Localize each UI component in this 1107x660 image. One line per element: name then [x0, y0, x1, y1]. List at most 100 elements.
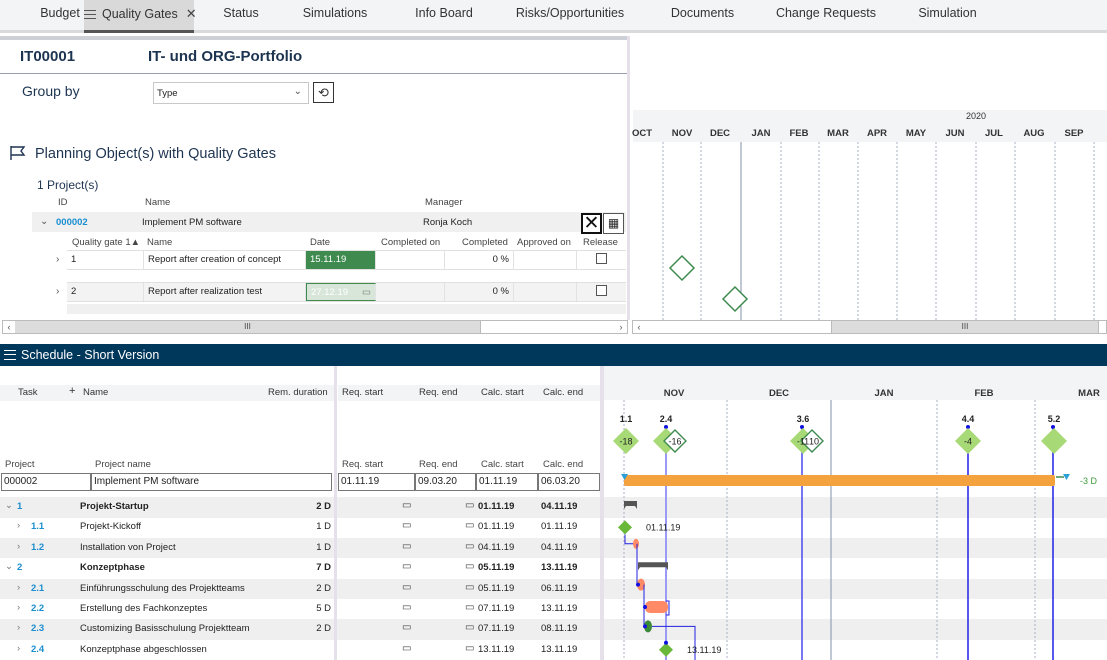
task-id-link[interactable]: 1 — [17, 501, 23, 512]
expand-chevron-icon[interactable]: › — [56, 254, 60, 265]
horizontal-scrollbar-right[interactable]: ‹ III — [632, 320, 1107, 334]
task-row[interactable]: › 1.2 Installation von Project 1 D ▭ ▭ 04.11.1… — [0, 537, 1107, 559]
project-id-field[interactable]: 000002 — [1, 473, 91, 491]
collapse-chevron-icon[interactable]: ⌄ — [5, 500, 13, 511]
gantt-divider[interactable] — [600, 366, 604, 660]
calendar-icon[interactable]: ▭ — [465, 500, 475, 511]
add-column-button[interactable]: + — [69, 385, 76, 397]
project-name-field[interactable]: Implement PM software — [91, 473, 332, 491]
group-by-select[interactable]: Type ⌄ — [153, 82, 309, 104]
task-id-link[interactable]: 2 — [17, 562, 23, 574]
calendar-icon[interactable]: ▭ — [465, 520, 475, 532]
calendar-icon[interactable]: ▭ — [465, 581, 475, 593]
tab-documents[interactable]: Documents — [660, 0, 745, 30]
expand-chevron-icon[interactable]: › — [17, 540, 21, 552]
qg-date-input[interactable]: 15.11.19 — [306, 251, 376, 269]
task-row[interactable]: › 1.1 Projekt-Kickoff 1 D ▭ ▭ 01.11.19 01.11.19 — [0, 517, 1107, 538]
grid-footer — [67, 304, 626, 314]
expand-chevron-icon[interactable]: › — [17, 642, 21, 654]
calendar-icon[interactable]: ▭ — [465, 642, 475, 654]
release-checkbox[interactable] — [596, 253, 607, 264]
task-row[interactable]: ⌄ 2 Konzeptphase 7 D ▭ ▭ 05.11.19 13.11.19 — [0, 558, 1107, 579]
scroll-thumb[interactable]: III — [15, 321, 481, 333]
close-icon[interactable]: ✕ — [185, 6, 197, 21]
release-checkbox[interactable] — [596, 285, 607, 296]
task-id-link[interactable]: 1.1 — [31, 521, 45, 533]
expand-chevron-icon[interactable]: › — [17, 602, 21, 613]
qg-release-cell — [577, 283, 626, 301]
tab-budget[interactable]: Budget — [20, 0, 100, 30]
req-start-field[interactable]: 01.11.19 — [338, 473, 415, 491]
qg-date-input[interactable]: 27.12.19 ▭ — [306, 283, 376, 301]
tab-quality-gates[interactable]: Quality Gates ✕ — [84, 0, 197, 33]
menu-icon[interactable] — [4, 350, 16, 360]
calendar-icon[interactable]: ▭ — [402, 500, 412, 511]
milestone-value: -4 — [964, 437, 972, 447]
tab-info-board[interactable]: Info Board — [400, 0, 488, 30]
qg-col-gate[interactable]: Quality gate 1▲ — [72, 237, 141, 248]
menu-icon[interactable] — [84, 10, 96, 19]
col-req-start: Req. start — [342, 459, 384, 470]
req-end-field[interactable]: 09.03.20 — [415, 473, 476, 491]
scroll-thumb[interactable]: III — [831, 321, 1099, 333]
col-task: Task — [18, 387, 38, 398]
task-row[interactable]: › 2.2 Erstellung des Fachkonzeptes 5 D ▭ ▭ 07.… — [0, 599, 1107, 620]
horizontal-scrollbar-left[interactable]: ‹ III › — [2, 320, 628, 334]
flag-icon — [10, 146, 26, 160]
task-row[interactable]: ⌄ 1 Projekt-Startup 2 D ▭ ▭ 01.11.19 04.11.19 — [0, 497, 1107, 518]
expand-chevron-icon[interactable]: › — [17, 520, 21, 532]
column-divider[interactable] — [334, 366, 337, 660]
calendar-button[interactable]: ▦ — [603, 213, 624, 234]
calendar-icon[interactable]: ▭ — [402, 602, 412, 613]
expand-chevron-icon[interactable]: › — [56, 286, 60, 297]
task-id-link[interactable]: 2.4 — [31, 643, 45, 655]
calendar-icon[interactable]: ▭ — [402, 581, 412, 593]
quality-gate-row[interactable]: 1 Report after creation of concept 15.11… — [67, 250, 626, 270]
task-id-link[interactable]: 2.3 — [31, 623, 45, 635]
project-id-link[interactable]: 000002 — [56, 217, 88, 228]
calendar-icon[interactable]: ▭ — [402, 561, 412, 573]
calc-end-field[interactable]: 06.03.20 — [538, 473, 600, 491]
tab-risks-opportunities[interactable]: Risks/Opportunities — [505, 0, 635, 30]
task-id-link[interactable]: 2.1 — [31, 582, 45, 594]
qg-col-completed: Completed — [462, 237, 508, 248]
scroll-right-icon[interactable]: › — [619, 322, 623, 332]
milestone-diamond — [659, 642, 673, 657]
quality-gate-row[interactable]: 2 Report after realization test 27.12.19… — [67, 282, 626, 302]
calendar-icon[interactable]: ▭ — [465, 561, 475, 573]
calendar-icon[interactable]: ▭ — [402, 622, 412, 634]
scroll-left-icon[interactable]: ‹ — [7, 322, 11, 332]
expand-chevron-icon[interactable]: › — [17, 581, 21, 593]
tab-status[interactable]: Status — [206, 0, 276, 30]
expand-chevron-icon[interactable]: › — [17, 622, 21, 634]
portfolio-header: IT00001 IT- und ORG-Portfolio — [0, 36, 630, 74]
scroll-left-icon[interactable]: ‹ — [637, 322, 641, 332]
qg-completed-on[interactable] — [376, 283, 445, 301]
tab-change-requests[interactable]: Change Requests — [765, 0, 887, 30]
task-row[interactable]: › 2.4 Konzeptphase abgeschlossen ▭ ▭ 13.11.19… — [0, 640, 1107, 660]
calendar-icon: ▦ — [607, 216, 620, 230]
panel-divider[interactable] — [627, 36, 630, 320]
clear-button[interactable]: ✕ — [581, 213, 602, 234]
project-row[interactable]: ⌄ 000002 Implement PM software Ronja Koc… — [32, 212, 626, 232]
collapse-chevron-icon[interactable]: ⌄ — [5, 561, 13, 573]
calendar-icon[interactable]: ▭ — [465, 622, 475, 634]
task-id-link[interactable]: 2.2 — [31, 603, 45, 614]
calendar-icon[interactable]: ▭ — [402, 540, 412, 552]
calendar-icon[interactable]: ▭ — [465, 602, 475, 613]
calc-start-field[interactable]: 01.11.19 — [476, 473, 538, 491]
tab-simulation[interactable]: Simulation — [905, 0, 990, 30]
refresh-button[interactable]: ⟲ — [313, 82, 334, 103]
task-row[interactable]: › 2.3 Customizing Basisschulung Projekttea… — [0, 619, 1107, 640]
calendar-icon[interactable]: ▭ — [402, 520, 412, 532]
calendar-icon[interactable]: ▭ — [362, 287, 371, 298]
task-row[interactable]: › 2.1 Einführungsschulung des Projektteams… — [0, 578, 1107, 600]
col-calc-end: Calc. end — [543, 459, 584, 470]
collapse-chevron-icon[interactable]: ⌄ — [40, 216, 49, 227]
qg-completed-on[interactable] — [376, 251, 445, 269]
task-id-link[interactable]: 1.2 — [31, 541, 45, 553]
milestone-diamond — [613, 428, 639, 454]
calendar-icon[interactable]: ▭ — [465, 540, 475, 552]
calendar-icon[interactable]: ▭ — [402, 642, 412, 654]
tab-simulations[interactable]: Simulations — [290, 0, 380, 30]
